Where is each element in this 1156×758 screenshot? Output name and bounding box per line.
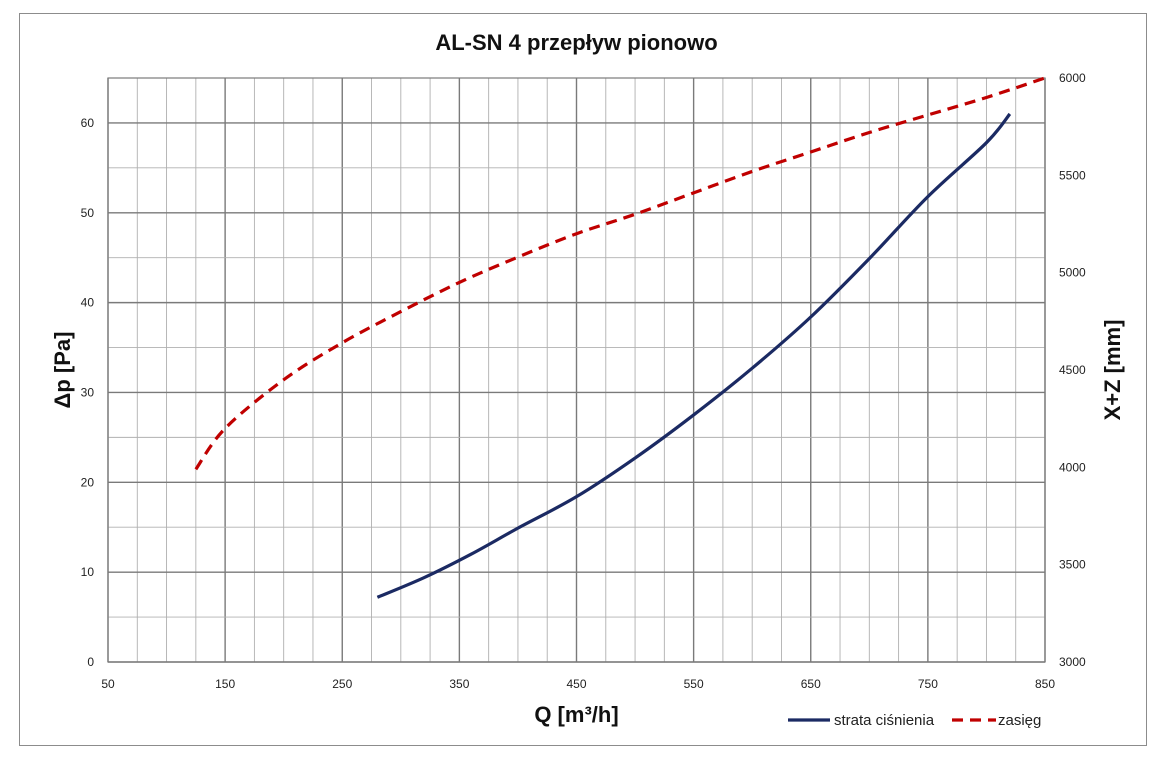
y2-axis-title: X+Z [mm]	[1100, 320, 1125, 421]
legend-label-strata: strata ciśnienia	[834, 712, 935, 729]
y2-tick-label: 4500	[1059, 363, 1086, 377]
x-tick-label: 150	[215, 677, 235, 691]
series-line-strata	[376, 112, 1012, 599]
y-tick-label: 10	[81, 565, 95, 579]
y-tick-label: 30	[81, 385, 95, 399]
legend-label-zasieg: zasięg	[998, 712, 1041, 729]
y-axis-title: Δp [Pa]	[50, 332, 75, 409]
plot-border	[107, 77, 1046, 663]
series-line-zasieg	[194, 76, 1046, 471]
x-axis-title: Q [m³/h]	[534, 702, 618, 727]
y-tick-label: 0	[87, 655, 94, 669]
x-tick-label: 850	[1035, 677, 1055, 691]
x-tick-label: 650	[801, 677, 821, 691]
y-tick-label: 20	[81, 475, 95, 489]
x-tick-label: 550	[684, 677, 704, 691]
y-tick-label: 40	[81, 296, 95, 310]
chart-title: AL-SN 4 przepływ pionowo	[435, 30, 717, 55]
y2-tick-label: 6000	[1059, 71, 1086, 85]
x-tick-label: 350	[449, 677, 469, 691]
y-tick-label: 60	[81, 116, 95, 130]
x-tick-label: 750	[918, 677, 938, 691]
y-tick-label: 50	[81, 206, 95, 220]
y2-tick-label: 5000	[1059, 266, 1086, 280]
y2-tick-label: 5500	[1059, 168, 1086, 182]
y2-tick-label: 3000	[1059, 655, 1086, 669]
y2-tick-label: 3500	[1059, 558, 1086, 572]
x-tick-label: 450	[566, 677, 586, 691]
y2-tick-label: 4000	[1059, 460, 1086, 474]
x-tick-label: 50	[101, 677, 115, 691]
x-tick-label: 250	[332, 677, 352, 691]
